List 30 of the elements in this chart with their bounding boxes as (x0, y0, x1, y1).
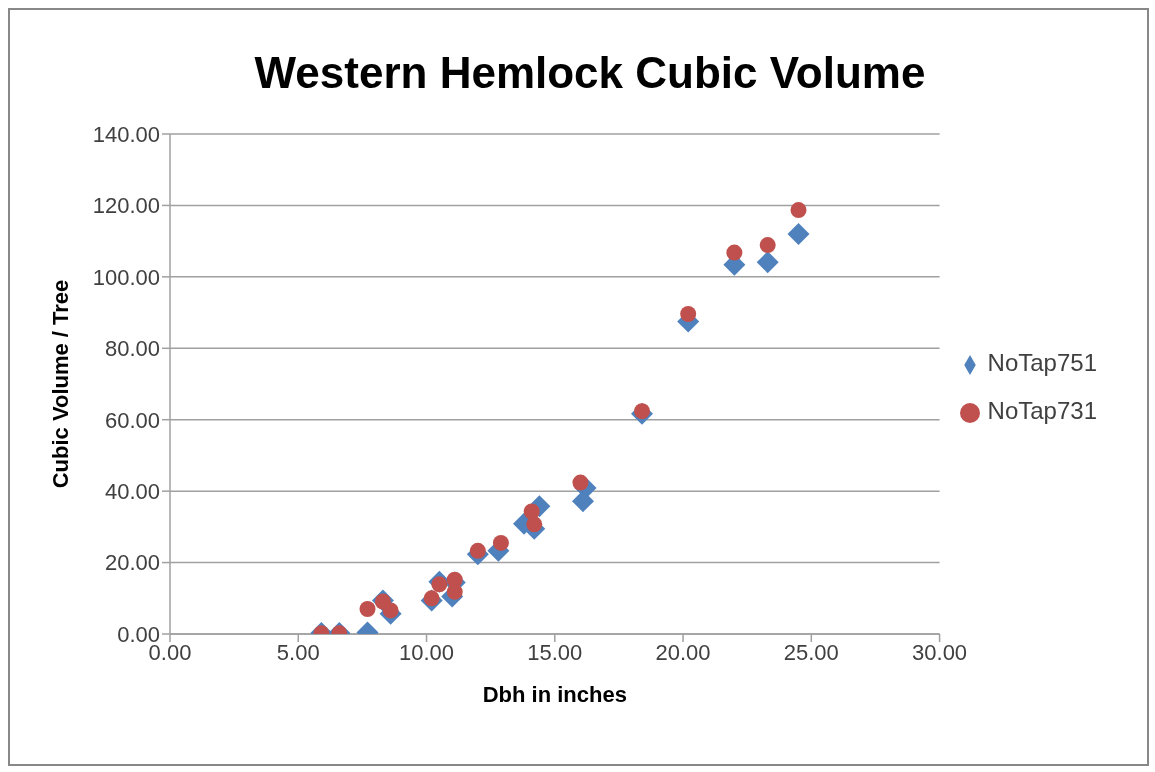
x-tick-label: 20.00 (655, 639, 711, 665)
point (759, 237, 776, 254)
chart-title: Western Hemlock Cubic Volume (253, 48, 927, 98)
y-tick-label: 120.00 (92, 193, 160, 219)
y-tick-label: 80.00 (104, 336, 160, 362)
x-tick-label: 30.00 (912, 639, 968, 665)
point (382, 602, 399, 619)
point (492, 534, 509, 551)
point (469, 542, 486, 559)
point (790, 202, 807, 219)
point (572, 490, 595, 513)
x-axis-title: Dbh in inches (482, 682, 627, 707)
x-tick-label: 15.00 (527, 639, 583, 665)
y-tick-label: 40.00 (104, 478, 160, 504)
y-tick-label: 20.00 (104, 550, 160, 576)
point (787, 223, 810, 245)
point (726, 244, 743, 261)
y-tick-label: 60.00 (104, 407, 160, 433)
y-axis-title: Cubic Volume / Tree (47, 279, 73, 489)
point (359, 601, 376, 617)
point (526, 516, 543, 533)
x-tick-label: 25.00 (783, 639, 839, 665)
x-tick-label: 5.00 (276, 639, 320, 665)
y-tick-label: 100.00 (92, 264, 160, 290)
legend-label: NoTap751 (987, 349, 1097, 376)
point (756, 251, 779, 274)
y-tick-label: 140.00 (92, 121, 160, 147)
legend-label: NoTap731 (987, 397, 1097, 424)
point (680, 306, 697, 322)
x-tick-label: 10.00 (398, 639, 455, 665)
